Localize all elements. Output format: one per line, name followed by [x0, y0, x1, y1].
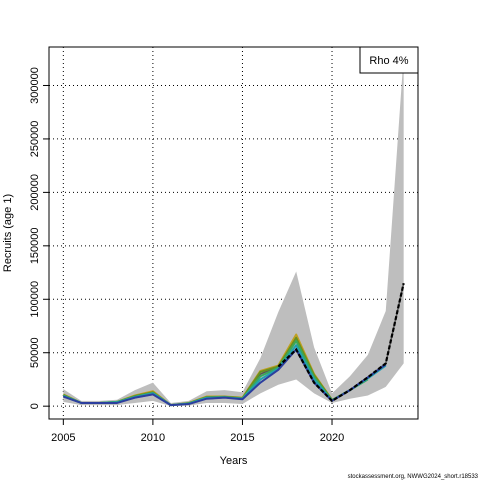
plot-frame	[48, 46, 419, 420]
x-tick-label: 2005	[51, 432, 75, 444]
grid	[49, 47, 418, 419]
x-tick-label: 2020	[320, 432, 344, 444]
x-tick-label: 2015	[230, 432, 254, 444]
y-tick-label: 250000	[29, 121, 41, 158]
ci-band	[63, 55, 404, 407]
y-tick-label: 200000	[29, 174, 41, 211]
legend-box	[359, 46, 419, 74]
y-tick-label: 300000	[29, 67, 41, 104]
y-tick-label: 100000	[29, 281, 41, 318]
series-line	[62, 348, 387, 407]
legend-text: Rho 4%	[369, 55, 408, 67]
y-axis: 0 50000 100000 150000 200000 250000 300000	[29, 67, 49, 409]
y-tick-label: 150000	[29, 227, 41, 264]
x-tick-label: 2010	[141, 432, 165, 444]
x-axis: 2005 2010 2015 2020	[51, 419, 344, 444]
credit-text: stockassessment.org, NWWG2024_short.r185…	[348, 474, 479, 480]
y-axis-label: Recruits (age 1)	[2, 194, 14, 272]
dashed-series-line	[277, 283, 405, 403]
y-tick-label: 50000	[29, 337, 41, 368]
y-tick-label: 0	[29, 403, 41, 409]
confidence-band	[63, 55, 404, 407]
legend: Rho 4%	[359, 46, 419, 74]
x-axis-label: Years	[220, 455, 248, 467]
dashed-line	[277, 283, 405, 403]
